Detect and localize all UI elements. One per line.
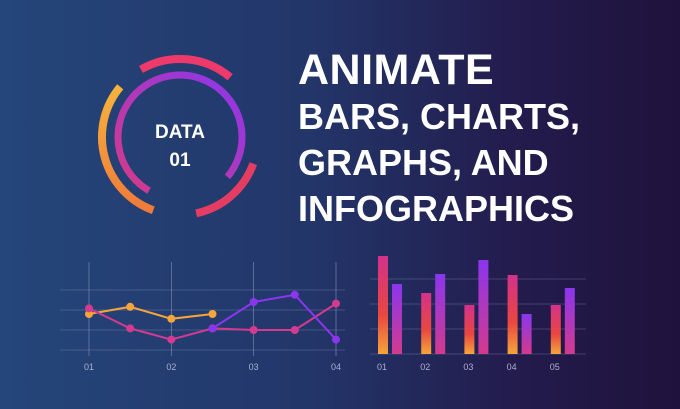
bar-x-tick-label: 02	[420, 362, 430, 372]
line-point	[167, 335, 176, 344]
line-x-tick-label: 03	[249, 362, 259, 372]
bar-chart-x-ticks: 01 02 03 04 05	[377, 362, 560, 372]
line-point	[208, 324, 217, 333]
line-x-tick-label: 02	[166, 362, 176, 372]
line-point	[290, 290, 299, 299]
ring-label-line2: 01	[169, 150, 191, 171]
headline-line-2: BARS, CHARTS,	[298, 96, 581, 137]
line-chart-x-ticks: 01 02 03 04	[84, 362, 341, 372]
ring-segment-outer-ring-left	[98, 84, 155, 215]
headline: ANIMATE BARS, CHARTS, GRAPHS, AND INFOGR…	[298, 46, 580, 232]
line-x-tick-label: 01	[84, 362, 94, 372]
bar-x-tick-label: 01	[377, 362, 387, 372]
bar-x-tick-label: 03	[463, 362, 473, 372]
headline-line-4: INFOGRAPHICS	[298, 188, 575, 229]
bar	[507, 275, 518, 354]
headline-line-1: ANIMATE	[298, 46, 495, 94]
bar	[521, 314, 532, 354]
line-point	[126, 324, 135, 333]
line-point	[85, 310, 93, 318]
ring-segment-inner-ring	[114, 71, 246, 194]
line-point	[290, 326, 299, 334]
bar	[550, 305, 561, 354]
line-point	[249, 326, 258, 334]
bar	[378, 256, 388, 354]
ring-segment-outer-ring-top	[139, 55, 233, 81]
bar	[564, 288, 575, 354]
line-point	[332, 299, 340, 308]
line-point	[167, 314, 176, 323]
bar-x-tick-label: 04	[507, 362, 517, 372]
line-point	[332, 335, 340, 344]
bar	[464, 305, 475, 354]
bar-x-tick-label: 05	[550, 362, 560, 372]
line-chart-grid	[60, 262, 345, 356]
bar	[392, 284, 402, 354]
bar	[421, 293, 432, 354]
line-chart-series	[85, 290, 340, 344]
line-point	[208, 310, 217, 318]
bar-chart-bars	[378, 256, 575, 354]
line-x-tick-label: 04	[331, 362, 341, 372]
line-point	[85, 304, 93, 313]
headline-line-3: GRAPHS, AND	[298, 142, 549, 183]
line-point	[249, 298, 258, 306]
bar	[478, 260, 489, 354]
ring-label-line1: DATA	[155, 122, 205, 143]
ring-group	[98, 55, 258, 218]
ring-segment-outer-ring-bottom	[195, 162, 258, 218]
line-series-2	[211, 293, 337, 341]
line-point	[126, 302, 135, 311]
bar-chart-grid	[370, 278, 586, 355]
line-series-0	[88, 305, 213, 320]
bar	[435, 274, 446, 354]
